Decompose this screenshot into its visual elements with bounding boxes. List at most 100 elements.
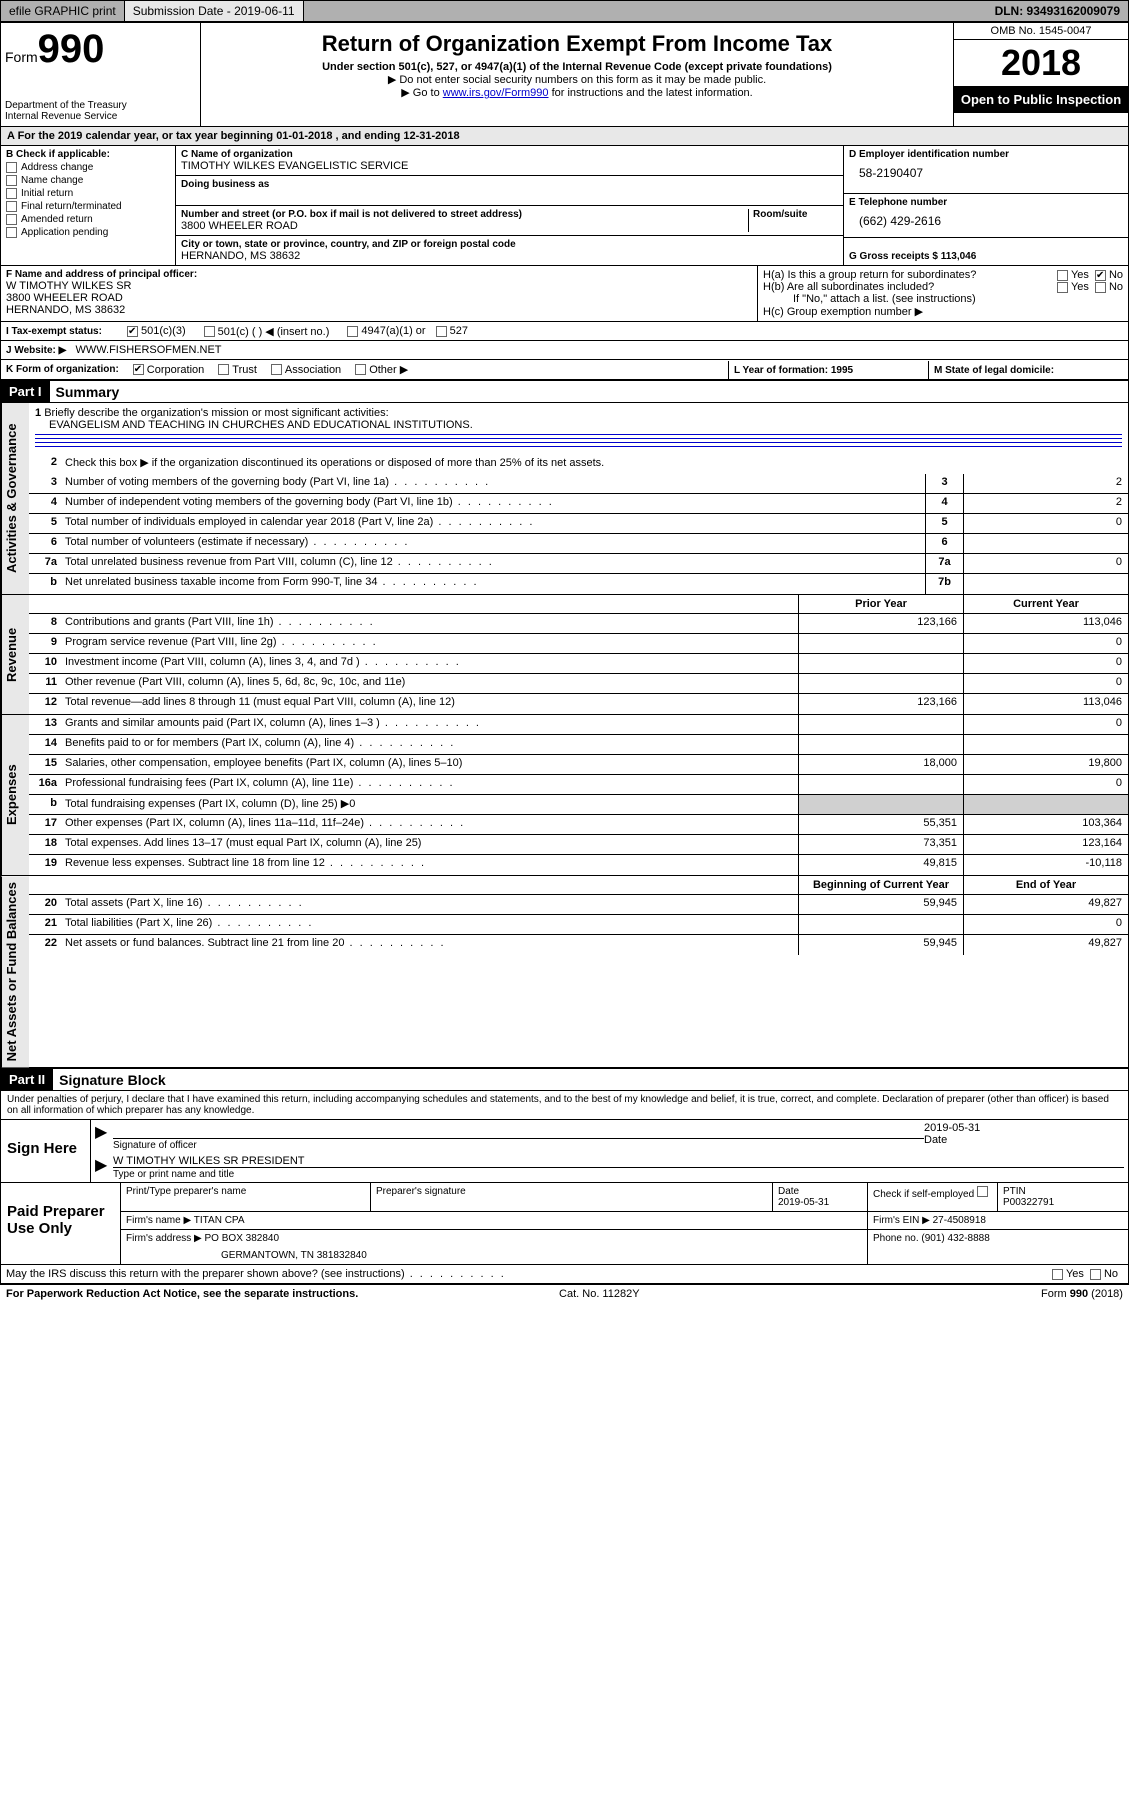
address-change-checkbox[interactable] [6, 162, 17, 173]
final-return-label: Final return/terminated [21, 201, 122, 212]
line18-prior: 73,351 [798, 835, 963, 854]
mission-underline-1 [35, 434, 1122, 435]
mission-underline-3 [35, 442, 1122, 443]
amended-return-label: Amended return [21, 214, 93, 225]
self-employed-label: Check if self-employed [873, 1189, 974, 1200]
self-employed-checkbox[interactable] [977, 1186, 988, 1197]
end-year-header: End of Year [963, 876, 1128, 894]
part-ii-badge: Part II [1, 1069, 53, 1090]
ptin-label: PTIN [1003, 1186, 1026, 1197]
yes-label: Yes [1066, 1268, 1084, 1280]
line3-value: 2 [963, 474, 1128, 493]
net-vert-label: Net Assets or Fund Balances [1, 876, 29, 1067]
4947-checkbox[interactable] [347, 326, 358, 337]
tax-year: 2018 [954, 40, 1128, 86]
gov-vert-label: Activities & Governance [1, 403, 29, 594]
part-ii-header: Part II Signature Block [1, 1069, 1128, 1091]
corp-label: Corporation [147, 364, 204, 376]
discuss-yes-checkbox[interactable] [1052, 1269, 1063, 1280]
entity-info-row: B Check if applicable: Address change Na… [1, 146, 1128, 266]
discuss-no-checkbox[interactable] [1090, 1269, 1101, 1280]
form-subtitle: Under section 501(c), 527, or 4947(a)(1)… [209, 61, 945, 73]
line19-current: -10,118 [963, 855, 1128, 875]
line12-prior: 123,166 [798, 694, 963, 714]
initial-return-label: Initial return [21, 188, 73, 199]
line7a-label: Total unrelated business revenue from Pa… [65, 556, 393, 568]
goto-note: ▶ Go to www.irs.gov/Form990 for instruct… [209, 86, 945, 99]
501c-checkbox[interactable] [204, 326, 215, 337]
line22-current: 49,827 [963, 935, 1128, 955]
assoc-label: Association [285, 364, 341, 376]
line21-current: 0 [963, 915, 1128, 934]
line2-label: Check this box ▶ if the organization dis… [65, 457, 604, 469]
trust-checkbox[interactable] [218, 364, 229, 375]
cat-no: Cat. No. 11282Y [559, 1288, 640, 1300]
amended-return-checkbox[interactable] [6, 214, 17, 225]
application-pending-checkbox[interactable] [6, 227, 17, 238]
mission-text: EVANGELISM AND TEACHING IN CHURCHES AND … [35, 419, 1122, 431]
hb-no-checkbox[interactable] [1095, 282, 1106, 293]
i-label: I Tax-exempt status: [6, 326, 102, 337]
501c-label: 501(c) ( ) ◀ (insert no.) [218, 325, 330, 338]
line17-prior: 55,351 [798, 815, 963, 834]
line15-current: 19,800 [963, 755, 1128, 774]
line10-current: 0 [963, 654, 1128, 673]
efile-print[interactable]: efile GRAPHIC print [1, 1, 125, 21]
firm-name-label: Firm's name ▶ [126, 1215, 191, 1226]
ha-yes-checkbox[interactable] [1057, 270, 1068, 281]
mission-underline-2 [35, 438, 1122, 439]
city-state-zip: HERNANDO, MS 38632 [181, 250, 838, 262]
address-change-label: Address change [21, 162, 93, 173]
line11-current: 0 [963, 674, 1128, 693]
trust-label: Trust [232, 364, 257, 376]
line16b-label: Total fundraising expenses (Part IX, col… [65, 798, 355, 810]
sign-here-row: Sign Here ▶ Signature of officer 2019-05… [1, 1120, 1128, 1183]
irs-gov-link[interactable]: www.irs.gov/Form990 [443, 87, 549, 99]
section-b-checkboxes: B Check if applicable: Address change Na… [1, 146, 176, 265]
line6-label: Total number of volunteers (estimate if … [65, 536, 308, 548]
website-value: WWW.FISHERSOFMEN.NET [75, 344, 221, 356]
prep-sig-label: Preparer's signature [371, 1183, 773, 1211]
type-name-label: Type or print name and title [113, 1167, 1124, 1180]
line15-label: Salaries, other compensation, employee b… [65, 757, 462, 769]
other-label: Other ▶ [369, 363, 408, 376]
line16a-current: 0 [963, 775, 1128, 794]
net-assets-section: Net Assets or Fund Balances Beginning of… [1, 876, 1128, 1069]
part-ii-title: Signature Block [53, 1072, 166, 1088]
rev-vert-label: Revenue [1, 595, 29, 714]
firm-addr-label: Firm's address ▶ [126, 1233, 202, 1244]
line9-label: Program service revenue (Part VIII, line… [65, 636, 277, 648]
final-return-checkbox[interactable] [6, 201, 17, 212]
assoc-checkbox[interactable] [271, 364, 282, 375]
goto-pre: ▶ Go to [401, 87, 442, 99]
line13-prior [798, 715, 963, 734]
line13-current: 0 [963, 715, 1128, 734]
line5-label: Total number of individuals employed in … [65, 516, 433, 528]
hb-note: If "No," attach a list. (see instruction… [763, 293, 1123, 305]
perjury-statement: Under penalties of perjury, I declare th… [1, 1091, 1128, 1120]
officer-name: W TIMOTHY WILKES SR [6, 280, 752, 292]
sig-date-value: 2019-05-31 [924, 1122, 1124, 1134]
officer-h-row: F Name and address of principal officer:… [1, 266, 1128, 322]
hb-yes-checkbox[interactable] [1057, 282, 1068, 293]
sig-officer-label: Signature of officer [113, 1138, 924, 1151]
501c3-checkbox[interactable] [127, 326, 138, 337]
name-change-checkbox[interactable] [6, 175, 17, 186]
line16b-current-shade [963, 795, 1128, 814]
initial-return-checkbox[interactable] [6, 188, 17, 199]
c-name-label: C Name of organization [181, 149, 838, 160]
officer-addr2: HERNANDO, MS 38632 [6, 304, 752, 316]
l-year-formation: L Year of formation: 1995 [734, 365, 853, 376]
addr-label: Number and street (or P.O. box if mail i… [181, 209, 748, 220]
omb-number: OMB No. 1545-0047 [954, 23, 1128, 40]
street-address: 3800 WHEELER ROAD [181, 220, 748, 232]
ha-no-checkbox[interactable] [1095, 270, 1106, 281]
corp-checkbox[interactable] [133, 364, 144, 375]
website-row: J Website: ▶ WWW.FISHERSOFMEN.NET [1, 341, 1128, 360]
expenses-section: Expenses 13Grants and similar amounts pa… [1, 715, 1128, 876]
line19-label: Revenue less expenses. Subtract line 18 … [65, 857, 325, 869]
other-checkbox[interactable] [355, 364, 366, 375]
firm-ein-label: Firm's EIN ▶ [873, 1215, 930, 1226]
527-checkbox[interactable] [436, 326, 447, 337]
sig-arrow-icon: ▶ [95, 1122, 113, 1151]
